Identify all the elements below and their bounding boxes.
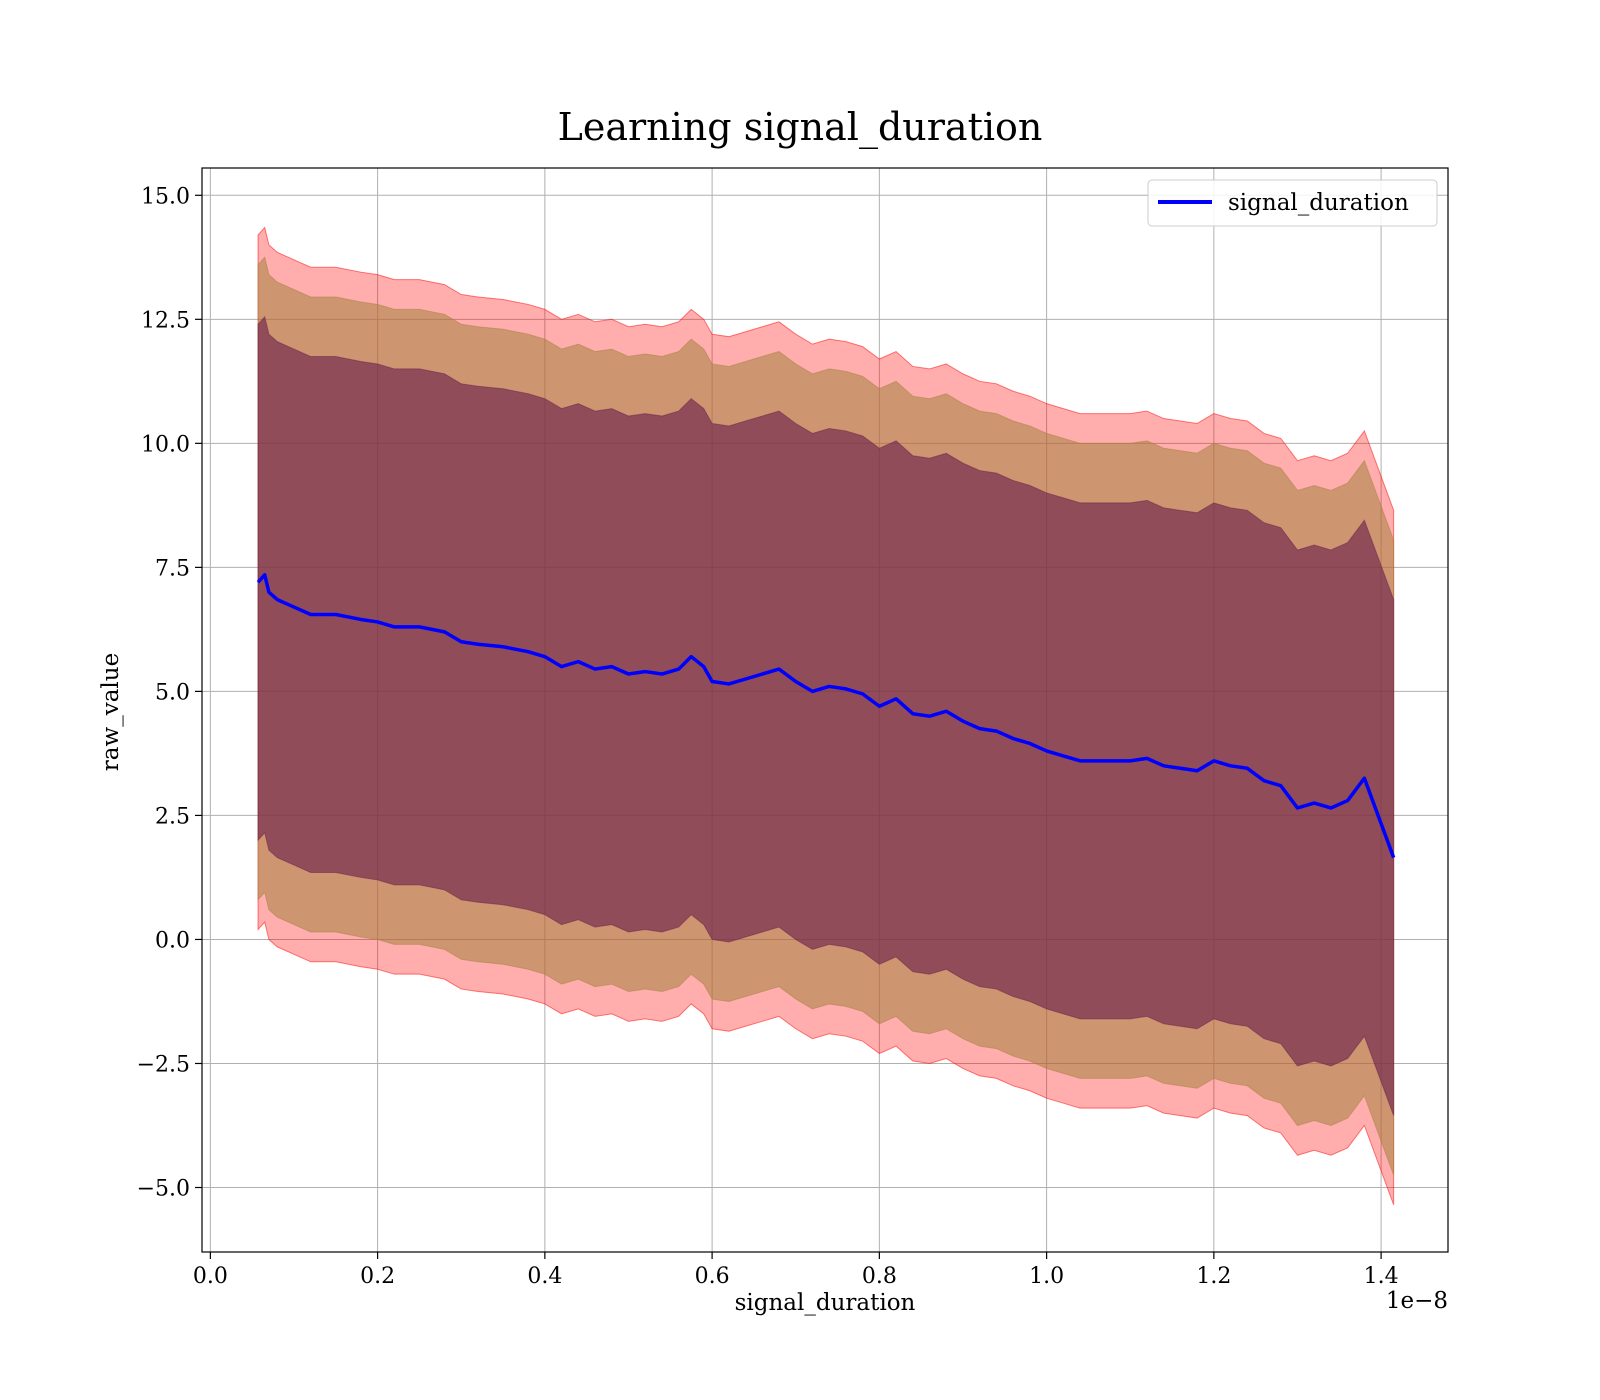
x-tick-label: 0.8 [862, 1264, 897, 1289]
legend-label: signal_duration [1228, 190, 1409, 216]
x-tick-label: 0.0 [193, 1264, 228, 1289]
band-inner [257, 315, 1395, 1116]
x-tick-label: 0.4 [527, 1264, 562, 1289]
x-tick-label: 1.4 [1364, 1264, 1399, 1289]
y-tick-label: 10.0 [141, 432, 190, 457]
y-axis-label: raw_value [98, 653, 124, 771]
plot-frame [201, 167, 1449, 1253]
series-line-signal-duration [256, 573, 1396, 859]
y-tick-label: −2.5 [137, 1052, 190, 1077]
x-axis-scale-label: 1e−8 [1386, 1288, 1448, 1314]
x-tick-label: 1.0 [1029, 1264, 1064, 1289]
x-tick-label: 0.6 [695, 1264, 730, 1289]
y-tick-label: −5.0 [137, 1177, 190, 1202]
ticks: 0.0 0.2 0.4 0.6 0.8 1.0 1.2 1.4 −5.0 −2.5 0.0 2.5 5.… [137, 184, 1399, 1289]
y-tick-label: 2.5 [155, 804, 190, 829]
series-lines [256, 573, 1396, 859]
x-tick-label: 0.2 [360, 1264, 395, 1289]
x-tick-label: 1.2 [1196, 1264, 1231, 1289]
y-tick-label: 7.5 [155, 556, 190, 581]
y-tick-label: 15.0 [141, 184, 190, 209]
y-tick-label: 12.5 [141, 308, 190, 333]
x-axis-label: signal_duration [735, 1290, 916, 1316]
y-tick-label: 0.0 [155, 928, 190, 953]
legend-box [1147, 179, 1438, 227]
y-tick-label: 5.0 [155, 680, 190, 705]
confidence-bands [257, 226, 1395, 1206]
chart-title: Learning signal_duration [558, 105, 1043, 150]
legend: signal_duration [1147, 179, 1438, 227]
